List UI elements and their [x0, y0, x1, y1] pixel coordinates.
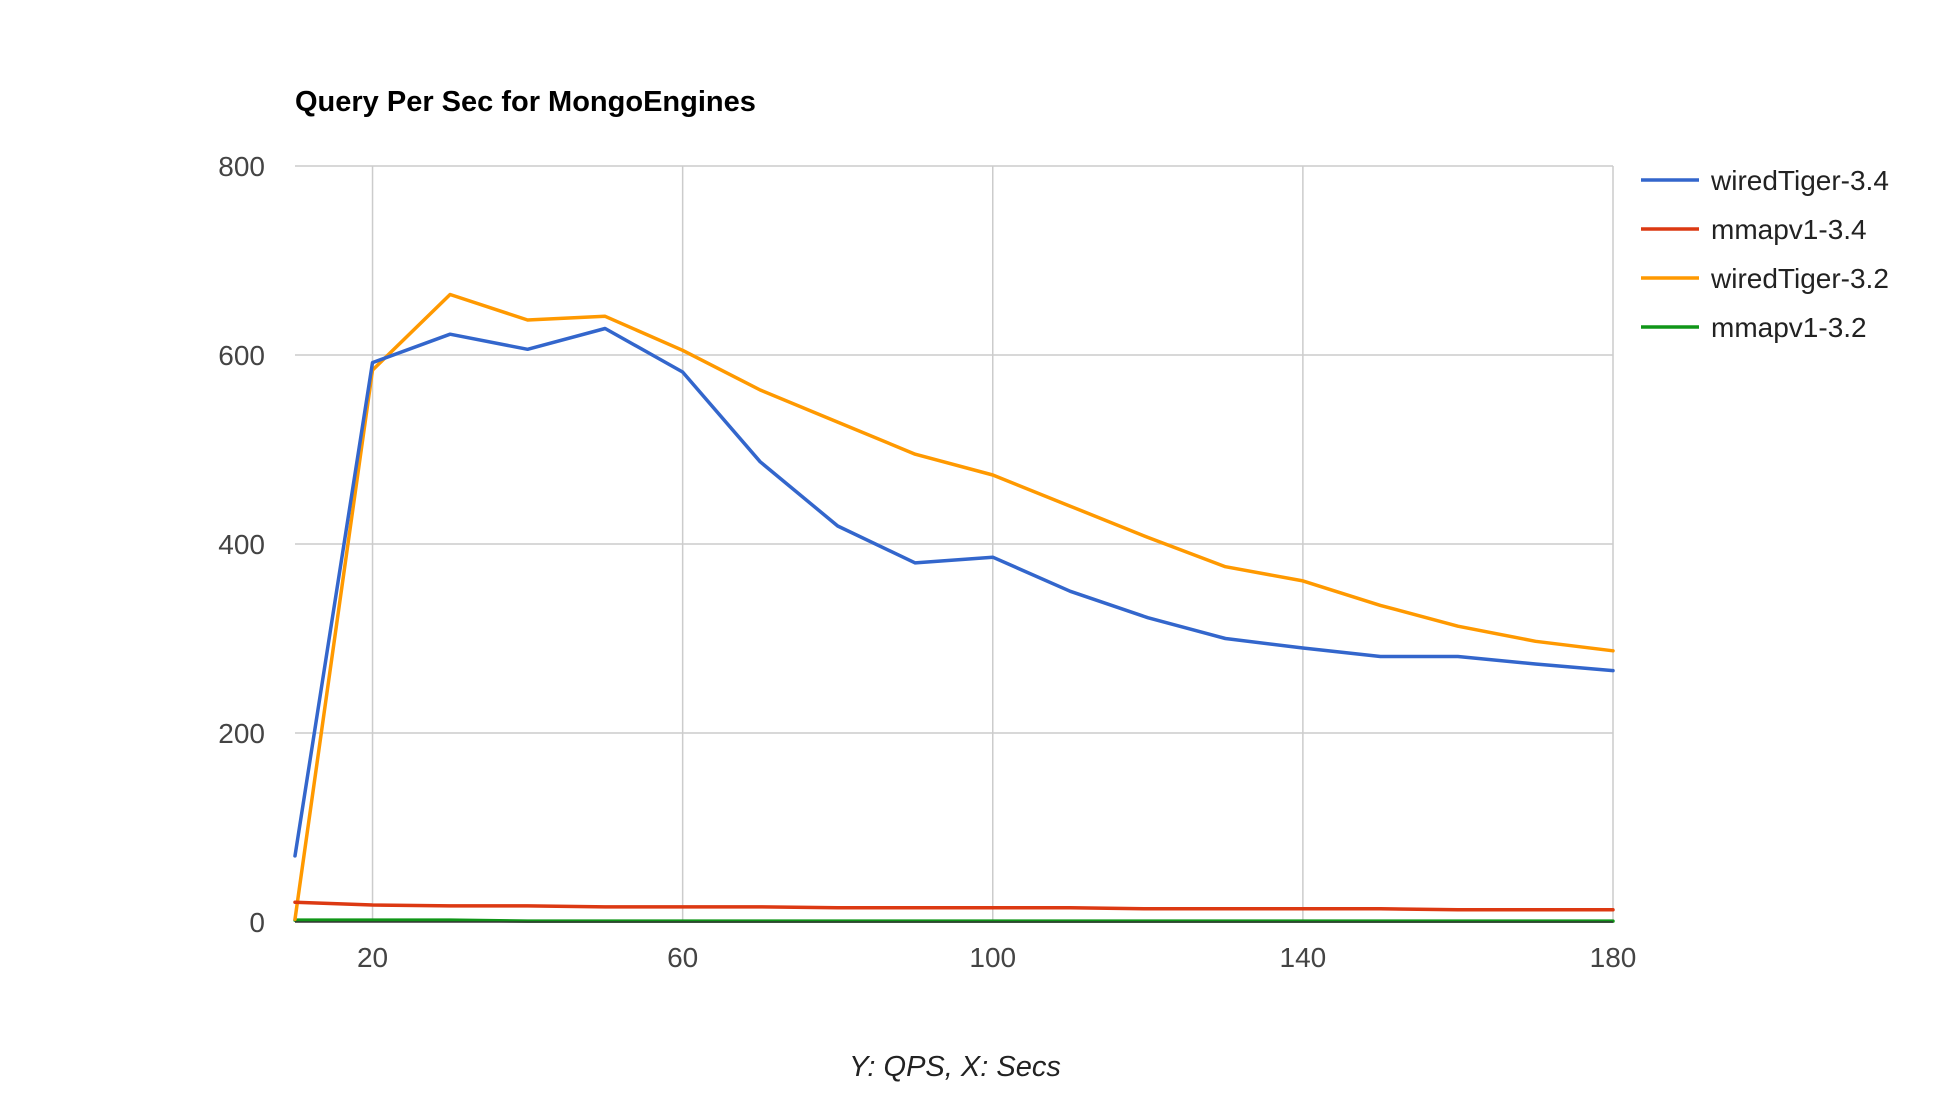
x-tick-label: 180 [1590, 942, 1637, 973]
legend: wiredTiger-3.4 mmapv1-3.4 wiredTiger-3.2 mm… [1641, 165, 1889, 343]
x-tick-label: 20 [357, 942, 388, 973]
x-axis-caption: Y: QPS, X: Secs [849, 1051, 1061, 1083]
series-line-mmapv1-3.4 [293, 900, 1615, 912]
legend-label: wiredTiger-3.2 [1710, 263, 1889, 294]
legend-item[interactable]: wiredTiger-3.2 [1641, 263, 1889, 294]
legend-label: wiredTiger-3.4 [1710, 165, 1889, 196]
y-tick-label: 800 [218, 151, 265, 182]
series-line-wiredTiger-3.4 [293, 326, 1615, 858]
y-tick-label: 400 [218, 529, 265, 560]
series-line-mmapv1-3.2 [293, 918, 1615, 923]
y-tick-label: 200 [218, 718, 265, 749]
chart-title: Query Per Sec for MongoEngines [295, 86, 756, 118]
legend-label: mmapv1-3.4 [1711, 214, 1867, 245]
x-tick-label: 100 [969, 942, 1016, 973]
series-line-wiredTiger-3.2 [293, 292, 1615, 921]
series-layer [293, 292, 1615, 923]
x-tick-label: 140 [1280, 942, 1327, 973]
grid-layer [295, 165, 1614, 922]
y-tick-label: 0 [249, 907, 265, 938]
legend-label: mmapv1-3.2 [1711, 312, 1867, 343]
legend-item[interactable]: mmapv1-3.4 [1641, 214, 1867, 245]
y-tick-label: 600 [218, 340, 265, 371]
axis-layer: 0 200 400 600 800 20 60 100 140 180 [218, 151, 1636, 973]
x-tick-label: 60 [667, 942, 698, 973]
legend-item[interactable]: wiredTiger-3.4 [1641, 165, 1889, 196]
legend-item[interactable]: mmapv1-3.2 [1641, 312, 1867, 343]
